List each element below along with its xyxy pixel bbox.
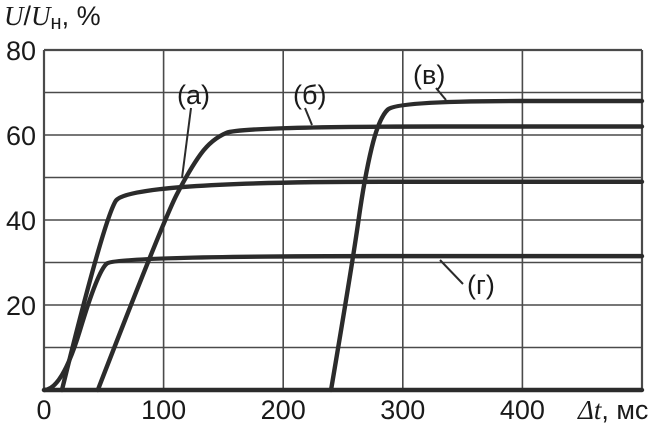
annotation-b: (б) [293, 80, 326, 110]
x-axis-label: Δt, мс [577, 395, 648, 425]
series-line [95, 124, 645, 393]
x-tick-label: 200 [261, 395, 306, 425]
annotation-leader [435, 87, 447, 101]
y-tick-label: 40 [6, 206, 36, 236]
x-tick-label: 400 [500, 395, 545, 425]
x-axis-label-symbol: Δt [577, 395, 603, 425]
x-tick-label: 100 [141, 395, 186, 425]
x-tick-label: 300 [380, 395, 425, 425]
y-axis-label-numerator: U [4, 1, 25, 31]
annotation-g: (г) [467, 270, 495, 300]
annotation-leaders [181, 87, 464, 285]
tick-labels: 0 100 200 300 400 20 40 60 80 [6, 36, 545, 425]
series-line [41, 253, 645, 393]
annotation-a: (а) [177, 80, 210, 110]
y-tick-label: 20 [6, 291, 36, 321]
y-axis-label-denominator: U [31, 1, 52, 31]
annotation-leader [181, 107, 192, 179]
grid [42, 48, 644, 392]
y-tick-label: 80 [6, 36, 36, 66]
series-line [328, 98, 645, 393]
series-lines [41, 98, 645, 393]
annotation-leader [304, 107, 313, 126]
y-axis-label: U/Uн, % [4, 1, 101, 34]
y-axis-label-subscript: н [51, 12, 62, 34]
x-axis-label-unit: , мс [601, 395, 648, 425]
y-axis-label-unit: , % [62, 1, 101, 31]
series-line [59, 179, 645, 393]
annotation-v: (в) [413, 60, 445, 90]
y-tick-label: 60 [6, 121, 36, 151]
x-tick-label: 0 [36, 395, 51, 425]
annotation-leader [439, 259, 464, 285]
